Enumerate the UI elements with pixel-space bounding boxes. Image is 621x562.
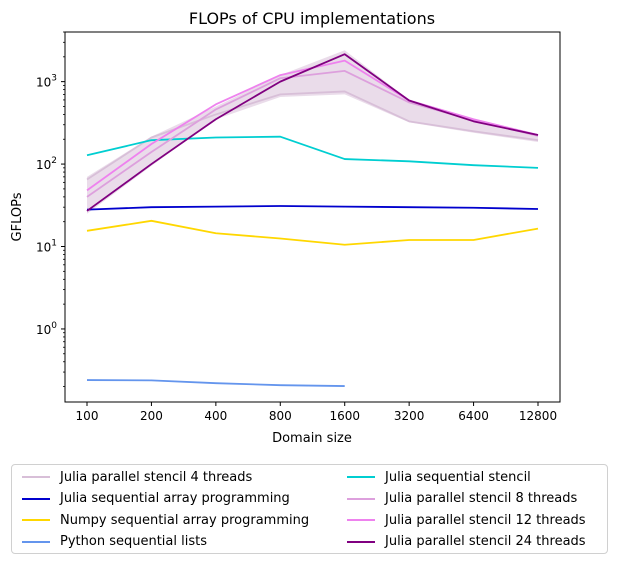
x-axis-label: Domain size — [272, 431, 352, 446]
x-tick-label: 3200 — [394, 409, 425, 423]
legend-swatch — [22, 497, 50, 500]
legend-swatch — [347, 497, 375, 500]
legend-label: Python sequential lists — [60, 534, 207, 549]
chart: FLOPs of CPU implementations 100 200 400 80… — [10, 9, 561, 446]
x-tick-label: 12800 — [519, 409, 557, 423]
y-axis-label: GFLOPs — [10, 192, 25, 241]
x-tick-label: 100 — [76, 409, 99, 423]
x-tick-label: 800 — [269, 409, 292, 423]
x-tick-label: 200 — [140, 409, 163, 423]
legend-label: Numpy sequential array programming — [60, 512, 310, 528]
plot-area-frame — [64, 31, 561, 403]
legend-label: Julia sequential stencil — [385, 469, 531, 485]
series-line-4 — [86, 135, 539, 169]
legend-item: Julia sequential array programming — [22, 489, 290, 509]
y-tick-label: 103 — [36, 74, 57, 90]
legend-label: Julia parallel stencil 4 threads — [60, 469, 253, 485]
legend-swatch — [22, 519, 50, 521]
legend-swatch — [347, 519, 375, 521]
x-tick-label: 6400 — [458, 409, 489, 423]
y-tick-label: 100 — [36, 321, 57, 337]
legend: Julia parallel stencil 4 threads Julia se… — [11, 464, 608, 554]
y-tick-label: 102 — [36, 156, 57, 172]
series-line-3 — [86, 379, 345, 387]
legend-item: Python sequential lists — [22, 532, 207, 552]
legend-label: Julia parallel stencil 12 threads — [385, 512, 586, 528]
legend-item: Numpy sequential array programming — [22, 510, 309, 530]
series-lines — [86, 53, 539, 387]
series-line-7 — [86, 53, 539, 212]
legend-item: Julia parallel stencil 12 threads — [347, 510, 586, 530]
legend-item: Julia parallel stencil 8 threads — [347, 489, 577, 509]
confidence-bands — [87, 50, 538, 214]
legend-swatch — [347, 476, 375, 478]
y-tick-label: 101 — [36, 239, 57, 255]
legend-swatch — [347, 540, 375, 543]
legend-label: Julia parallel stencil 8 threads — [385, 491, 578, 506]
chart-title: FLOPs of CPU implementations — [189, 9, 435, 28]
legend-item: Julia sequential stencil — [347, 467, 531, 487]
x-tick-label: 1600 — [329, 409, 360, 423]
legend-swatch — [22, 476, 50, 478]
x-tick-label: 400 — [204, 409, 227, 423]
series-line-1 — [86, 205, 539, 211]
y-axis: 100 101 102 103 — [36, 31, 65, 387]
series-line-2 — [86, 219, 539, 246]
series-band-0 — [87, 50, 538, 214]
legend-item: Julia parallel stencil 24 threads — [347, 532, 586, 552]
x-axis: 100 200 400 800 1600 3200 6400 12800 — [76, 402, 557, 423]
series-line-0 — [86, 90, 539, 181]
legend-swatch — [22, 540, 50, 543]
legend-label: Julia parallel stencil 24 threads — [385, 534, 586, 549]
legend-item: Julia parallel stencil 4 threads — [22, 467, 252, 487]
legend-label: Julia sequential array programming — [60, 491, 290, 506]
